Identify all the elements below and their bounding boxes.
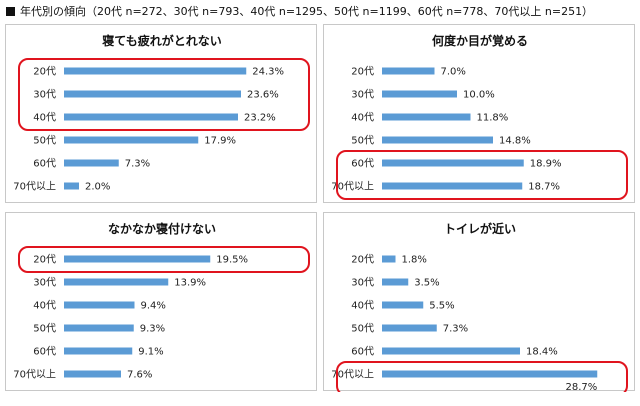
- category-label: 70代以上: [13, 181, 56, 193]
- bar: [382, 347, 520, 355]
- data-label: 5.5%: [429, 301, 454, 312]
- bar: [382, 159, 524, 167]
- category-label: 30代: [351, 277, 374, 289]
- category-label: 60代: [33, 158, 56, 170]
- chart-svg: 寝ても疲れがとれない 20代 24.3% 30代 23.6% 40代 23.2% 50代 17.…: [13, 33, 310, 193]
- highlight-box: [18, 58, 310, 131]
- data-label: 17.9%: [204, 136, 236, 147]
- bar: [382, 255, 396, 263]
- data-label: 28.7%: [565, 382, 597, 392]
- category-label: 40代: [351, 112, 374, 124]
- data-label: 7.3%: [443, 324, 468, 335]
- category-label: 60代: [33, 346, 56, 358]
- square-bullet-icon: [6, 7, 15, 16]
- page-header: 年代別の傾向（20代 n=272、30代 n=793、40代 n=1295、50…: [6, 4, 593, 20]
- bar: [382, 278, 409, 286]
- highlight-box: [18, 246, 310, 273]
- category-label: 60代: [351, 158, 374, 170]
- bar: [382, 113, 471, 121]
- data-label: 14.8%: [499, 136, 531, 147]
- category-label: 50代: [33, 323, 56, 335]
- category-label: 40代: [33, 112, 56, 124]
- data-label: 24.3%: [252, 67, 284, 78]
- chart-panel-toilet: トイレが近い 20代 1.8% 30代 3.5% 40代 5.5% 50代 7.3% 60代 18.…: [323, 212, 635, 392]
- data-label: 18.9%: [530, 159, 562, 170]
- category-label: 30代: [33, 89, 56, 101]
- bar: [64, 255, 211, 263]
- category-label: 30代: [351, 89, 374, 101]
- chart-title: 何度か目が覚める: [432, 33, 528, 48]
- bar: [64, 347, 133, 355]
- chart-panel-tired: 寝ても疲れがとれない 20代 24.3% 30代 23.6% 40代 23.2% 50代 17.…: [5, 24, 317, 203]
- data-label: 23.2%: [244, 113, 276, 124]
- data-label: 9.3%: [140, 324, 165, 335]
- category-label: 50代: [33, 135, 56, 147]
- data-label: 7.3%: [125, 159, 150, 170]
- category-label: 40代: [33, 300, 56, 312]
- bar: [64, 301, 135, 309]
- category-label: 30代: [33, 277, 56, 289]
- bar: [64, 67, 247, 75]
- category-label: 20代: [33, 66, 56, 78]
- category-label: 20代: [351, 254, 374, 266]
- category-label: 70代以上: [13, 369, 56, 381]
- category-label: 70代以上: [331, 181, 374, 193]
- category-label: 70代以上: [331, 369, 374, 381]
- chart-svg: 何度か目が覚める 20代 7.0% 30代 10.0% 40代 11.8% 50代 14.8% 6…: [331, 33, 628, 200]
- category-label: 50代: [351, 135, 374, 147]
- data-label: 11.8%: [477, 113, 509, 124]
- bar: [64, 324, 134, 332]
- bar: [382, 370, 598, 378]
- chart-panel-cannot-sleep: なかなか寝付けない 20代 19.5% 30代 13.9% 40代 9.4% 50代 9.3% 6…: [5, 212, 317, 391]
- bar: [382, 182, 523, 190]
- chart-svg: なかなか寝付けない 20代 19.5% 30代 13.9% 40代 9.4% 50代 9.3% 6…: [13, 221, 310, 381]
- data-label: 2.0%: [85, 182, 110, 193]
- highlight-box: [336, 361, 628, 392]
- bar: [64, 90, 241, 98]
- bar: [382, 324, 437, 332]
- data-label: 10.0%: [463, 90, 495, 101]
- category-label: 60代: [351, 346, 374, 358]
- category-label: 20代: [33, 254, 56, 266]
- data-label: 1.8%: [402, 255, 427, 266]
- data-label: 18.4%: [526, 347, 558, 358]
- bar: [382, 90, 457, 98]
- data-label: 18.7%: [528, 182, 560, 193]
- data-label: 3.5%: [414, 278, 439, 289]
- data-label: 19.5%: [216, 255, 248, 266]
- bar: [64, 370, 121, 378]
- chart-panel-wake-up: 何度か目が覚める 20代 7.0% 30代 10.0% 40代 11.8% 50代 14.8% 6…: [323, 24, 635, 203]
- chart-title: トイレが近い: [444, 221, 516, 236]
- bar: [382, 67, 435, 75]
- bar: [64, 159, 119, 167]
- bar: [64, 182, 79, 190]
- bar: [382, 301, 424, 309]
- category-label: 40代: [351, 300, 374, 312]
- data-label: 7.0%: [441, 67, 466, 78]
- bar: [64, 136, 199, 144]
- bar: [64, 113, 238, 121]
- data-label: 9.1%: [138, 347, 163, 358]
- bar: [382, 136, 493, 144]
- data-label: 13.9%: [174, 278, 206, 289]
- bar: [64, 278, 169, 286]
- chart-title: 寝ても疲れがとれない: [102, 33, 221, 48]
- data-label: 9.4%: [141, 301, 166, 312]
- highlight-box: [336, 150, 628, 200]
- data-label: 23.6%: [247, 90, 279, 101]
- category-label: 20代: [351, 66, 374, 78]
- header-title: 年代別の傾向（20代 n=272、30代 n=793、40代 n=1295、50…: [20, 5, 594, 18]
- chart-svg: トイレが近い 20代 1.8% 30代 3.5% 40代 5.5% 50代 7.3% 60代 18.…: [331, 221, 628, 392]
- category-label: 50代: [351, 323, 374, 335]
- data-label: 7.6%: [127, 370, 152, 381]
- chart-title: なかなか寝付けない: [108, 221, 216, 236]
